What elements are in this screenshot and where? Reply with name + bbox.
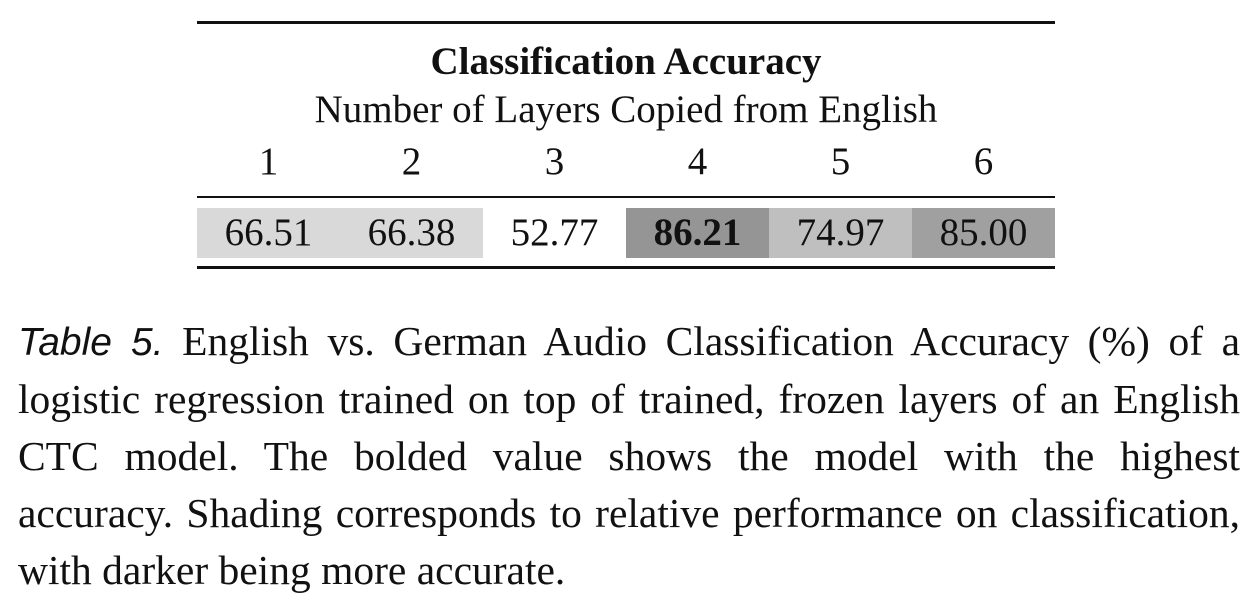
column-header: 4 xyxy=(687,140,708,183)
table-header-row: 1 2 3 4 5 6 xyxy=(197,138,1055,186)
table-title: Classification Accuracy xyxy=(430,40,822,83)
caption-label: Table 5. xyxy=(18,321,164,364)
table-caption: Table 5. English vs. German Audio Classi… xyxy=(18,313,1240,599)
results-table: Classification Accuracy Number of Layers… xyxy=(197,21,1055,269)
accuracy-cell-best: 86.21 xyxy=(626,208,769,258)
table-subtitle: Number of Layers Copied from English xyxy=(314,88,938,131)
table-value-row: 66.51 66.38 52.77 86.21 74.97 85.00 xyxy=(197,208,1055,258)
column-header: 3 xyxy=(544,140,565,183)
caption-text: English vs. German Audio Classification … xyxy=(18,318,1241,593)
table-mid-rule xyxy=(197,196,1055,198)
column-header: 1 xyxy=(258,140,279,183)
table-top-rule xyxy=(197,21,1055,24)
column-header: 6 xyxy=(973,140,994,183)
column-header: 2 xyxy=(401,140,422,183)
accuracy-cell: 66.51 xyxy=(197,208,340,258)
accuracy-cell: 74.97 xyxy=(769,208,912,258)
accuracy-cell: 52.77 xyxy=(483,208,626,258)
accuracy-cell: 66.38 xyxy=(340,208,483,258)
table-bottom-rule xyxy=(197,266,1055,269)
column-header: 5 xyxy=(830,140,851,183)
accuracy-cell: 85.00 xyxy=(912,208,1055,258)
